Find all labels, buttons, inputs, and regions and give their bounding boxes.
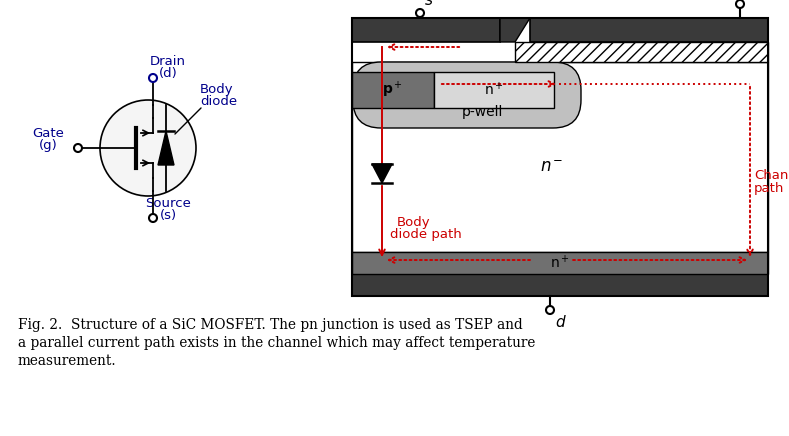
Polygon shape: [500, 18, 530, 42]
Text: Gate: Gate: [32, 127, 64, 140]
Text: measurement.: measurement.: [18, 354, 117, 368]
Bar: [434, 72, 554, 108]
Text: Body: Body: [200, 83, 234, 96]
Circle shape: [736, 0, 744, 8]
Text: a parallel current path exists in the channel which may affect temperature: a parallel current path exists in the ch…: [18, 336, 536, 350]
Text: (d): (d): [159, 67, 178, 80]
Circle shape: [149, 214, 157, 222]
Text: d: d: [555, 315, 565, 330]
Bar: [352, 252, 768, 274]
Bar: [352, 18, 500, 42]
Text: (g): (g): [39, 139, 58, 152]
Text: n$^-$: n$^-$: [540, 158, 564, 176]
FancyBboxPatch shape: [353, 62, 581, 128]
Text: p$^+$: p$^+$: [382, 80, 402, 100]
Text: n$^+$: n$^+$: [550, 254, 570, 272]
Text: (s): (s): [159, 209, 177, 222]
Text: diode path: diode path: [390, 228, 462, 241]
Text: path: path: [754, 181, 784, 194]
Text: s: s: [425, 0, 433, 8]
Text: Drain: Drain: [150, 55, 186, 68]
Polygon shape: [158, 131, 174, 165]
Text: p-well: p-well: [462, 105, 503, 119]
Text: Channel: Channel: [754, 168, 789, 181]
Text: n$^+$: n$^+$: [484, 82, 504, 99]
Bar: [352, 18, 768, 296]
Text: Source: Source: [145, 197, 191, 210]
Text: Body: Body: [397, 215, 431, 228]
Polygon shape: [372, 164, 392, 183]
Text: diode: diode: [200, 95, 237, 108]
Bar: [352, 62, 768, 252]
Circle shape: [416, 9, 424, 17]
Bar: [530, 18, 768, 42]
Text: Fig. 2.  Structure of a SiC MOSFET. The pn junction is used as TSEP and: Fig. 2. Structure of a SiC MOSFET. The p…: [18, 318, 523, 332]
Circle shape: [546, 306, 554, 314]
Bar: [515, 42, 768, 62]
Circle shape: [100, 100, 196, 196]
Bar: [352, 42, 768, 252]
Bar: [352, 72, 434, 108]
Circle shape: [74, 144, 82, 152]
Circle shape: [149, 74, 157, 82]
Bar: [352, 274, 768, 296]
